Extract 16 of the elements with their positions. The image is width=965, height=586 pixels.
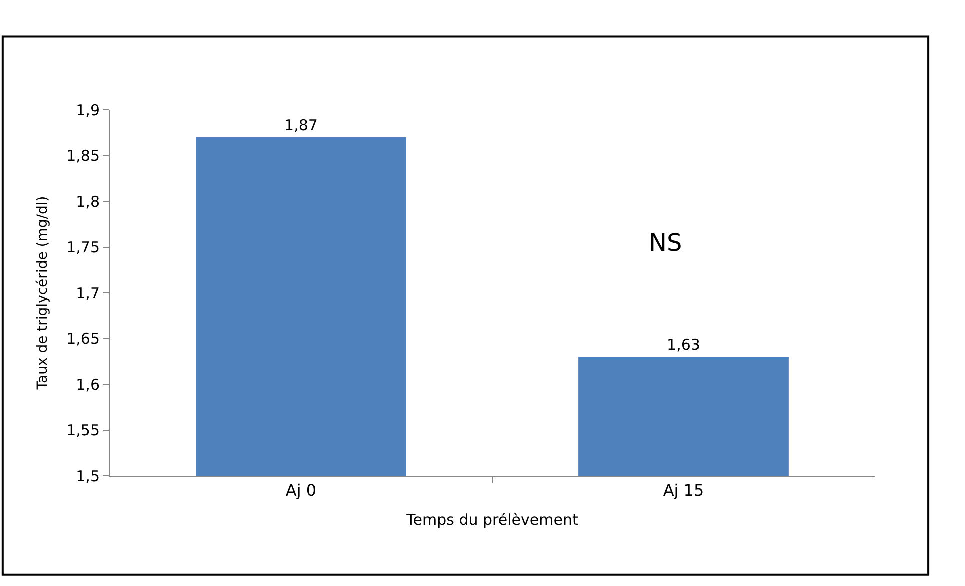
y-tick-label: 1,7 [76,284,100,302]
y-tick-label: 1,6 [76,376,100,394]
y-tick-label: 1,85 [66,147,100,165]
y-tick-label: 1,8 [76,192,100,211]
y-axis-title: Taux de triglycéride (mg/dl) [35,196,52,391]
y-tick-label: 1,75 [66,238,100,256]
x-tick-label: Aj 0 [286,481,317,500]
annotation: NS [649,229,682,257]
x-tick-label: Aj 15 [663,481,704,500]
data-label: 1,63 [667,336,700,354]
y-tick-label: 1,55 [66,422,100,440]
y-tick-label: 1,65 [66,330,100,348]
y-tick-label: 1,9 [76,101,100,120]
x-axis-title: Temps du prélèvement [406,511,578,530]
data-label: 1,87 [284,116,318,134]
y-tick-label: 1,5 [76,467,100,486]
